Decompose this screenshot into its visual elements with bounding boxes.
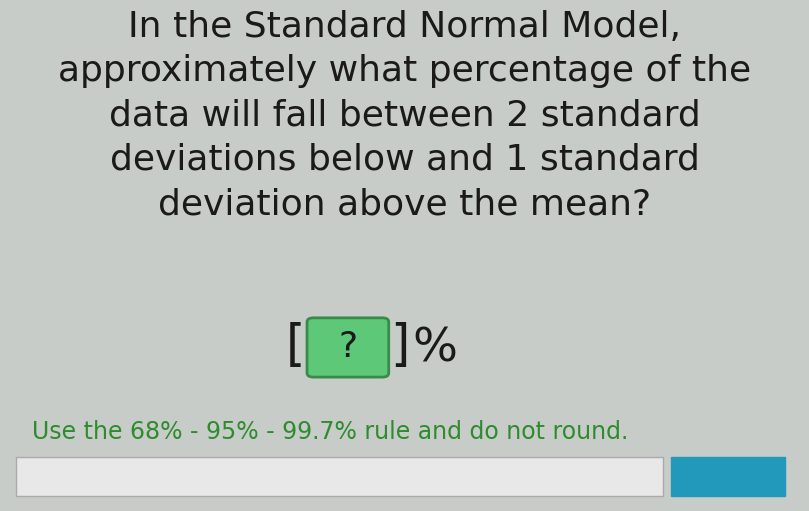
Text: In the Standard Normal Model,
approximately what percentage of the
data will fal: In the Standard Normal Model, approximat…: [58, 10, 751, 221]
Text: ?: ?: [338, 331, 358, 364]
FancyBboxPatch shape: [671, 457, 785, 496]
FancyBboxPatch shape: [16, 457, 663, 496]
Text: %: %: [413, 327, 457, 371]
FancyBboxPatch shape: [307, 318, 388, 377]
Text: ]: ]: [391, 322, 409, 370]
Text: [: [: [286, 322, 306, 370]
Text: Use the 68% - 95% - 99.7% rule and do not round.: Use the 68% - 95% - 99.7% rule and do no…: [32, 420, 629, 444]
